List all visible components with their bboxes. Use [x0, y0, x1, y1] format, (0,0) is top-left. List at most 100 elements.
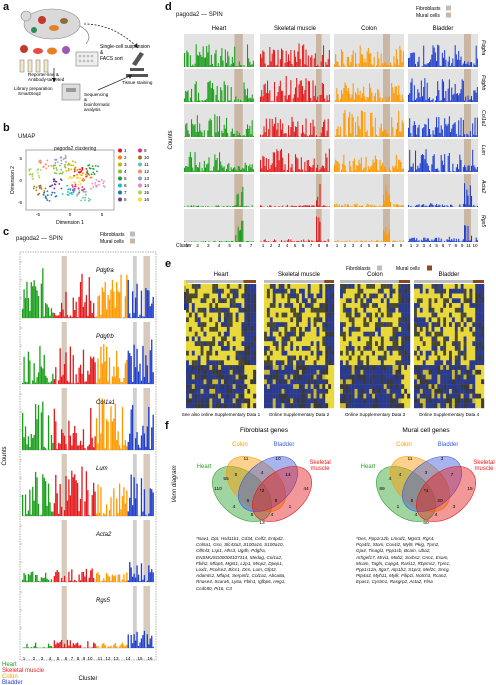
umap-cluster-7: [42, 190, 58, 202]
d-legend-swatch: [446, 5, 451, 11]
gene-list-line: Arhgef17, Mrvi1, Mob2, Sorbs2, Cnn1, Esa…: [356, 554, 449, 560]
umap-legend-item: 12: [138, 169, 150, 174]
umap-cluster-10: [32, 184, 47, 196]
umap-title: UMAP: [18, 134, 36, 140]
c-cluster-tick: 14: [125, 656, 131, 661]
d-cluster-tick: 1: [336, 243, 339, 248]
c-cluster-tick: 12: [105, 656, 111, 661]
gene-list-line: Fbln2, Mfap5, Mgst1, Lzp1, Mmp2, Dpep1,: [196, 560, 284, 566]
gene-list-line: Adamts2, Mfap4, Serpinf1, Col1a1, Abca8a…: [196, 573, 286, 579]
umap-cluster-16: [67, 174, 82, 186]
d-column-2: Colon 1 2 3 4 5 6 7 8 9: [334, 26, 404, 248]
c-title: pagoda2 — SPIN: [16, 236, 63, 242]
c-cluster-tick: 7: [71, 656, 74, 661]
d-gene-label: Acta2: [480, 179, 486, 193]
d-cluster-tick: 3: [207, 243, 210, 248]
umap-legend-label: 4: [124, 169, 127, 174]
venn-set-label: Skeletal muscle: [309, 460, 330, 472]
umap-legend-item: 14: [138, 183, 150, 188]
plate-icon: [75, 51, 99, 67]
label-single-cell: Single-cell suspension: [100, 44, 150, 50]
umap-points: [28, 154, 106, 202]
c-gene-label: Col1a1: [96, 400, 115, 406]
venn-count: 4: [389, 476, 392, 482]
umap-legend-item: 4: [118, 169, 127, 174]
umap-legend-label: 16: [144, 197, 150, 202]
d-cluster-tick: 3: [352, 243, 355, 248]
d-gene-label: Rgs5: [480, 215, 486, 227]
d-cluster-tick: 2: [344, 243, 347, 248]
d-cluster-tick: 9: [400, 243, 403, 248]
label-seq-amp: &: [84, 97, 87, 102]
label-antibody: Antibody-targeted: [28, 77, 65, 82]
d-cell: [260, 209, 330, 242]
e-figure: Fibroblasts Mural cells Heart See also onl…: [182, 265, 485, 417]
d-cluster-tick: 1: [262, 243, 265, 248]
umap-legend-label: 5: [124, 176, 127, 181]
label-bioinformatic: bioinformatic: [84, 102, 111, 107]
c-cluster-tick: 4: [49, 656, 52, 661]
venn-count: 10: [275, 456, 281, 462]
venn-count: 15: [467, 486, 473, 492]
venn-count: 4: [261, 470, 264, 476]
c-gene-label: Pdgfrb: [96, 334, 114, 340]
e-legend-label: Fibroblasts: [346, 266, 371, 272]
umap-legend-item: 1: [118, 148, 127, 153]
umap-legend-label: 10: [144, 155, 150, 160]
venn-count: 1: [397, 504, 400, 510]
d-cluster-tick: 2: [196, 243, 199, 248]
c-cluster-tick: 15: [137, 656, 143, 661]
label-smartseq: SmartSeq2: [18, 91, 41, 96]
c-xlabel: Cluster: [78, 676, 97, 682]
d-column-0: Heart 1 2 3 4 5 6 7: [184, 26, 254, 248]
umap-legend-item: 10: [138, 155, 150, 160]
venn-set-3: [252, 466, 312, 522]
c-xticks: 1 2 3 4 5 6 7 8 9 10 11 12 13 14 15 16: [23, 656, 153, 661]
panel-label-b: b: [3, 122, 10, 134]
d-cell: [334, 69, 404, 102]
venn-count: 89: [379, 486, 385, 492]
c-tissue-label: Skeletal muscle: [2, 668, 45, 674]
umap-xtick-0: -5: [36, 212, 40, 217]
c-cluster-tick: 11: [98, 656, 103, 661]
umap-xtick-1: 0: [69, 212, 72, 217]
venn-set-label: Heart: [197, 464, 212, 470]
d-gene-label: Pdgfra: [480, 40, 486, 55]
panel-label-c: c: [3, 226, 10, 238]
venn-set-2: [238, 456, 298, 512]
umap-frame: [25, 149, 115, 211]
d-cluster-tick: 7: [250, 243, 253, 248]
umap-ytick-1: 0: [19, 178, 22, 183]
gene-list-line: Pcp4l1, Stom, Cox4i2, Myl9, Pkig, Tpm2,: [356, 542, 440, 548]
umap-cluster-5: [86, 164, 99, 176]
c-cluster-tick: 16: [147, 656, 153, 661]
d-gene-label: Lum: [480, 145, 486, 156]
venn-set-1: [390, 456, 450, 512]
d-cell: [334, 104, 404, 137]
umap-plot: 5 0 -5 -5 0 5 Dimension 1 Dimension 2 12…: [10, 148, 150, 226]
c-tissue-label: Colon: [2, 674, 18, 680]
d-tissue-title: Colon: [361, 26, 377, 32]
d-cell: [184, 174, 254, 207]
venn-count: 55: [223, 476, 229, 482]
e-tissue-title: Skeletal muscle: [278, 272, 321, 278]
gene-list-line: Rnase4, Scara5, Ly6a, Fbln1, Igfbp6, Heg…: [196, 579, 286, 585]
gene-list-line: *Des, Ppp1r12b, Lmod1, Mgst3, Rgs4,: [356, 536, 435, 541]
c-track-col1a1: Col1a1: [20, 388, 154, 451]
e-heatmap-3: Bladder Online Supplementary Data 4: [414, 272, 485, 417]
c-tissue-label: Bladder: [2, 680, 23, 684]
umap-legend-label: 11: [144, 162, 149, 167]
umap-cluster-8: [48, 178, 63, 190]
umap-legend-label: 7: [124, 190, 127, 195]
gene-list-line: Col5a1, Gsn, Slc43a3, S100a16, S100a10,: [196, 542, 284, 548]
umap-subtitle: pagoda2 clustering: [54, 146, 97, 152]
d-cluster-ticks: 1 2 3 4 5 6 7: [186, 243, 253, 248]
c-track-lum: Lum: [20, 454, 154, 517]
d-cluster-tick: 2: [416, 243, 419, 248]
gene-list-line: Epas1, Cystm1, Rasgrp2, Acta2, Flna: [356, 579, 433, 585]
d-cluster-tick: 5: [435, 243, 438, 248]
label-single-cell-amp: &: [100, 50, 104, 56]
label-reporter: Reporter-line &: [28, 72, 59, 77]
c-gene-label: Lum: [96, 466, 108, 472]
d-cell: Pdgfra: [408, 34, 486, 67]
